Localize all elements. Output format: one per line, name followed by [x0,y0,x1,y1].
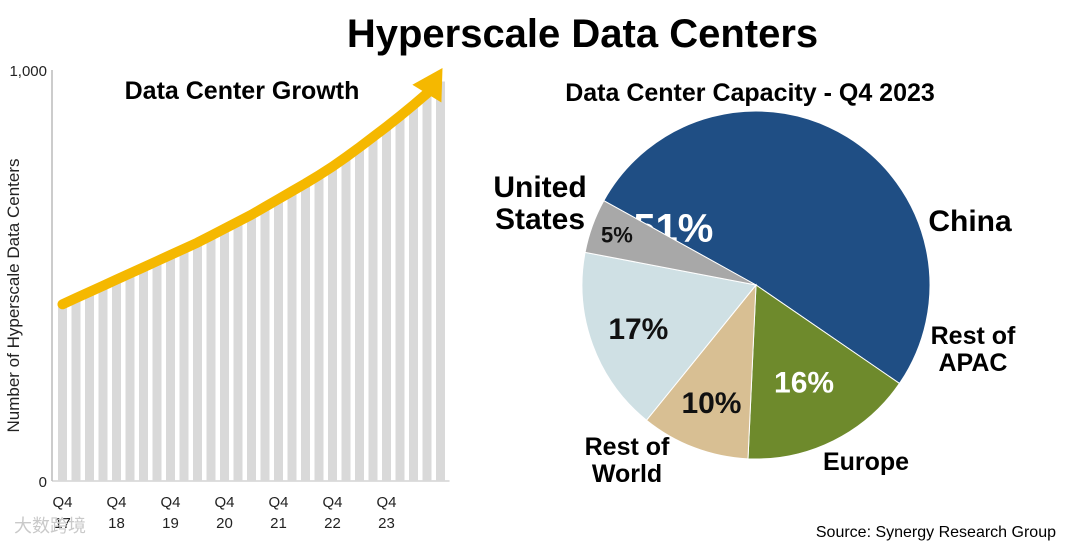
bar [395,116,405,482]
pie-category-label: Rest of [931,322,1016,350]
y-tick-label-min: 0 [39,474,47,491]
pie-value-label: 17% [608,313,668,346]
x-tick-label-quarter: Q4 [52,494,72,511]
y-tick-label-max: 1,000 [9,63,47,80]
pie-value-label: 5% [601,223,633,248]
x-tick-label-quarter: Q4 [106,494,126,511]
bar [341,157,351,481]
page-title: Hyperscale Data Centers [346,12,819,56]
pie-slice [645,283,757,460]
x-tick-label-quarter: Q4 [322,494,342,511]
bar [260,206,270,481]
bar [409,104,418,481]
bar [206,235,216,481]
bar [220,228,229,481]
source-note: Source: Synergy Research Group [815,524,1056,541]
pie-slice [581,251,757,421]
pie-value-label: 10% [681,387,741,420]
pie-category-label: China [928,205,1012,238]
bar [179,248,189,481]
bar [368,136,378,482]
bar [152,261,162,481]
pie-category-label: World [592,460,662,488]
bar [382,126,391,481]
pie-chart-title: Data Center Capacity - Q4 2023 [565,79,935,107]
x-tick-label-quarter: Q4 [268,494,288,511]
bar [233,221,243,481]
x-tick-label-year: 22 [324,515,341,532]
bar [422,93,432,481]
pie-value-label: 16% [774,366,834,399]
x-tick-label-year: 17 [54,515,71,532]
pie-category-label: Europe [823,448,909,476]
x-tick-label-year: 18 [108,515,125,532]
pie-category-label: APAC [939,349,1008,377]
pie-slice [747,284,901,460]
bar [314,175,324,481]
x-tick-label-year: 20 [216,515,233,532]
x-tick-label-quarter: Q4 [160,494,180,511]
bar [166,254,175,481]
bar [274,199,283,481]
bar [112,279,121,481]
growth-bar-chart: 1,000 0 Number of Hyperscale Data Centers D… [4,63,450,532]
bar [85,291,94,481]
pie-slice [584,199,757,286]
growth-arrow-line [57,88,432,310]
bar [125,273,135,481]
pie-category-label: Rest of [585,433,670,461]
y-axis-label: Number of Hyperscale Data Centers [4,158,23,432]
bar [58,304,67,481]
bar [71,298,81,481]
bar [436,81,445,482]
pie-slice [603,110,931,385]
x-tick-label-quarter: Q4 [214,494,234,511]
bar [247,214,256,481]
bar [193,242,202,481]
x-tick-label-quarter: Q4 [376,494,396,511]
capacity-pie-chart: Data Center Capacity - Q4 202351%UnitedS… [493,79,1016,488]
x-tick-label-year: 21 [270,515,287,532]
bar [98,285,108,481]
watermark-text: 大数跨境 [14,516,86,536]
bar-chart-title: Data Center Growth [125,77,360,105]
x-tick-label-year: 23 [378,515,395,532]
bar [301,183,310,481]
bar [355,147,364,481]
growth-arrow-head [412,68,443,103]
bar [328,166,337,481]
x-tick-label-year: 19 [162,515,179,532]
bar [287,191,297,481]
bar [139,267,148,481]
pie-category-label: United [493,171,586,204]
pie-category-label: States [495,203,585,236]
